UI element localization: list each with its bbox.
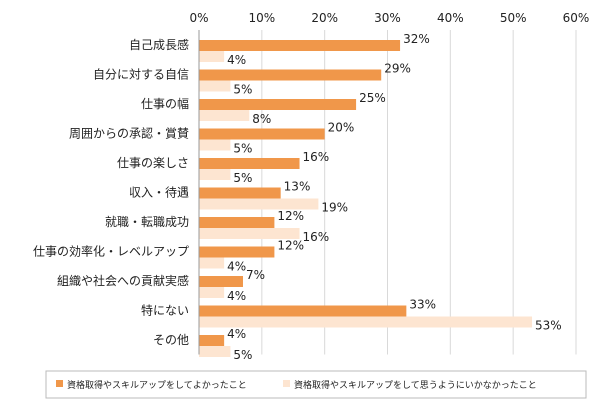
bar-series-2 xyxy=(199,287,225,298)
bar-series-2 xyxy=(199,169,231,180)
data-label-series-2: 5% xyxy=(233,171,252,185)
legend-label-series-1: 資格取得やスキルアップをしてよかったこと xyxy=(67,379,247,391)
category-labels: 自己成長感自分に対する自信仕事の幅周囲からの承認・賞賛仕事の楽しさ収入・待遇就職… xyxy=(33,37,189,347)
bar-series-2 xyxy=(199,316,533,328)
bar-series-2 xyxy=(199,51,225,62)
data-label-series-2: 19% xyxy=(321,201,348,215)
x-tick-label: 60% xyxy=(563,11,590,25)
legend: 資格取得やスキルアップをしてよかったこと 資格取得やスキルアップをして思うように… xyxy=(45,370,587,399)
data-label-series-2: 4% xyxy=(227,289,246,303)
bar-series-1 xyxy=(199,40,401,51)
bars: 32%4%29%5%25%8%20%5%16%5%13%19%12%16%12%… xyxy=(199,32,562,362)
bar-series-2 xyxy=(199,110,250,121)
x-tick-label: 0% xyxy=(189,11,208,25)
bar-series-2 xyxy=(199,228,300,239)
category-label: その他 xyxy=(153,333,189,347)
data-label-series-2: 5% xyxy=(233,142,252,156)
bar-series-1 xyxy=(199,217,275,228)
legend-box xyxy=(45,370,587,399)
category-label: 仕事の幅 xyxy=(141,96,189,111)
data-label-series-2: 5% xyxy=(233,348,252,362)
data-label-series-2: 5% xyxy=(233,83,252,97)
data-label-series-2: 4% xyxy=(227,53,246,67)
bar-series-1 xyxy=(199,187,281,199)
data-label-series-2: 4% xyxy=(227,260,246,274)
bar-series-1 xyxy=(199,305,407,317)
bar-series-2 xyxy=(199,80,231,92)
bar-series-2 xyxy=(199,139,231,151)
bar-series-2 xyxy=(199,198,319,210)
data-label-series-1: 13% xyxy=(284,180,311,194)
data-label-series-1: 25% xyxy=(359,91,386,105)
legend-swatch-series-1 xyxy=(56,380,63,387)
data-label-series-1: 4% xyxy=(227,327,246,341)
data-label-series-1: 33% xyxy=(409,298,436,312)
x-axis-ticks: 0% 10% 20% 30% 40% 50% 60% xyxy=(189,11,589,25)
legend-swatch-series-2 xyxy=(283,380,290,387)
bar-series-1 xyxy=(199,276,243,287)
x-tick-label: 50% xyxy=(500,11,527,25)
category-label: 組織や社会への貢献実感 xyxy=(57,273,189,288)
bar-series-2 xyxy=(199,257,225,269)
category-label: 周囲からの承認・賞賛 xyxy=(69,125,189,140)
category-label: 特にない xyxy=(141,302,189,317)
bar-series-1 xyxy=(199,246,275,258)
gridlines xyxy=(261,30,577,355)
bar-series-1 xyxy=(199,335,225,346)
data-label-series-1: 32% xyxy=(403,32,430,46)
category-label: 仕事の楽しさ xyxy=(117,156,189,170)
bar-series-1 xyxy=(199,99,357,110)
category-label: 就職・転職成功 xyxy=(105,215,189,229)
category-label: 自己成長感 xyxy=(129,37,189,52)
data-label-series-1: 16% xyxy=(303,150,330,164)
data-label-series-1: 20% xyxy=(328,121,355,135)
bar-series-1 xyxy=(199,158,300,169)
x-tick-label: 20% xyxy=(311,11,338,25)
data-label-series-2: 8% xyxy=(252,112,271,126)
category-label: 自分に対する自信 xyxy=(93,67,189,81)
x-tick-label: 10% xyxy=(248,11,275,25)
data-label-series-2: 16% xyxy=(303,230,330,244)
data-label-series-1: 29% xyxy=(384,62,411,76)
data-label-series-1: 12% xyxy=(277,239,304,253)
data-label-series-1: 7% xyxy=(246,268,265,282)
x-tick-label: 30% xyxy=(374,11,401,25)
bar-series-2 xyxy=(199,346,231,357)
bar-series-1 xyxy=(199,128,325,140)
category-label: 仕事の効率化・レベルアップ xyxy=(33,243,189,258)
legend-label-series-2: 資格取得やスキルアップをして思うようにいかなかったこと xyxy=(294,379,537,391)
bar-series-1 xyxy=(199,69,382,81)
data-label-series-2: 53% xyxy=(535,319,562,333)
data-label-series-1: 12% xyxy=(277,209,304,223)
x-tick-label: 40% xyxy=(437,11,464,25)
category-label: 収入・待遇 xyxy=(129,185,189,199)
